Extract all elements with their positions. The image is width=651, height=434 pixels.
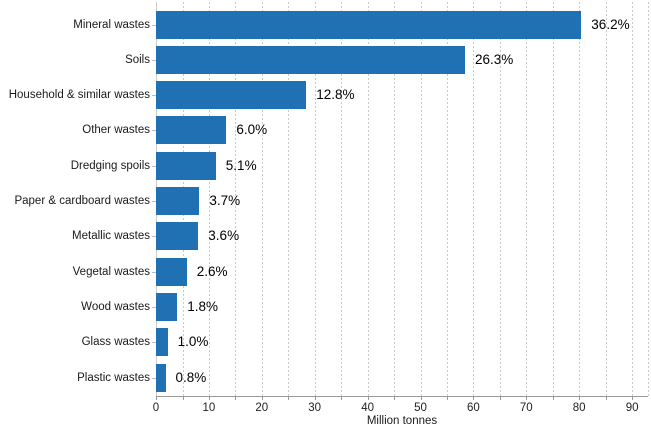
- category-tick: [152, 306, 156, 308]
- bar-value-label: 1.0%: [177, 334, 209, 350]
- bar-plastic-wastes: [156, 363, 166, 392]
- x-tick-label: 20: [255, 402, 269, 414]
- bar-value-label: 12.8%: [316, 87, 355, 103]
- gridline: [208, 2, 210, 396]
- bar-household-similar-wastes: [156, 81, 307, 110]
- axis-tick: [394, 397, 396, 400]
- category-tick: [152, 271, 156, 273]
- x-tick-label: 30: [308, 402, 322, 414]
- category-label: Household & similar wastes: [8, 89, 150, 102]
- x-tick-label: 80: [572, 402, 586, 414]
- gridline: [526, 2, 528, 396]
- category-tick: [152, 130, 156, 132]
- category-label: Wood wastes: [81, 300, 150, 313]
- x-tick-label: 60: [466, 402, 480, 414]
- x-tick-label: 50: [414, 402, 427, 414]
- axis-tick: [288, 397, 290, 400]
- category-label: Other wastes: [82, 124, 150, 137]
- bar-glass-wastes: [156, 328, 168, 357]
- gridline: [579, 2, 581, 396]
- gridline: [632, 2, 634, 396]
- axis-tick: [499, 397, 501, 400]
- x-tick-label: 90: [625, 402, 639, 414]
- gridline: [648, 2, 649, 396]
- bar-value-label: 2.6%: [196, 263, 228, 279]
- axis-tick: [420, 397, 422, 400]
- category-label: Metallic wastes: [72, 230, 150, 243]
- category-label: Vegetal wastes: [72, 265, 150, 278]
- gridline: [473, 2, 475, 396]
- axis-tick: [605, 397, 607, 400]
- x-axis-title: Million tonnes: [366, 415, 438, 427]
- category-tick: [152, 165, 156, 167]
- category-tick: [152, 95, 156, 97]
- axis-tick: [632, 397, 634, 400]
- gridline: [367, 2, 369, 396]
- bar-value-label: 5.1%: [225, 157, 257, 173]
- axis-tick: [314, 397, 316, 400]
- bar-metallic-wastes: [156, 222, 199, 251]
- category-tick: [152, 59, 156, 61]
- category-tick: [152, 24, 156, 26]
- x-tick-label: 10: [202, 402, 216, 414]
- category-label: Paper & cardboard wastes: [14, 195, 150, 207]
- bar-vegetal-wastes: [156, 257, 187, 286]
- category-tick: [152, 342, 156, 344]
- bar-value-label: 6.0%: [236, 122, 268, 138]
- gridline: [261, 2, 263, 396]
- axis-tick: [526, 397, 528, 400]
- category-label: Plastic wastes: [77, 371, 150, 384]
- bar-soils: [156, 45, 465, 74]
- x-tick-label: 0: [152, 402, 160, 414]
- bar-paper-cardboard-wastes: [156, 187, 200, 215]
- bar-value-label: 36.2%: [591, 16, 630, 32]
- gridline: [314, 2, 316, 396]
- bar-value-label: 3.6%: [208, 228, 240, 244]
- gridline: [420, 2, 422, 396]
- axis-tick: [579, 397, 581, 400]
- category-label: Glass wastes: [81, 336, 150, 349]
- category-tick: [152, 201, 156, 202]
- gridline: [394, 2, 396, 396]
- axis-tick: [235, 397, 237, 400]
- gridline: [288, 2, 290, 396]
- bar-value-label: 0.8%: [175, 369, 207, 385]
- gridline: [499, 2, 501, 396]
- bar-value-label: 3.7%: [209, 193, 241, 208]
- gridline: [235, 2, 237, 396]
- axis-tick: [473, 397, 475, 400]
- bar-wood-wastes: [156, 292, 178, 321]
- x-axis-line: [156, 396, 648, 397]
- axis-tick: [552, 397, 554, 400]
- x-tick-label: 40: [361, 402, 374, 414]
- category-label: Dredging spoils: [70, 159, 150, 172]
- bar-value-label: 26.3%: [475, 51, 514, 67]
- axis-tick: [208, 397, 210, 400]
- bar-value-label: 1.8%: [187, 298, 218, 314]
- axis-tick: [261, 397, 263, 400]
- bar-other-wastes: [156, 116, 227, 145]
- gridline: [447, 2, 448, 396]
- x-tick-label: 70: [519, 402, 533, 414]
- axis-tick: [447, 397, 448, 400]
- bar-dredging-spoils: [156, 151, 216, 180]
- bar-mineral-wastes: [156, 10, 582, 39]
- axis-tick: [156, 397, 157, 400]
- axis-tick: [367, 397, 369, 400]
- category-tick: [152, 377, 156, 379]
- axis-tick: [182, 397, 184, 400]
- gridline: [605, 2, 607, 396]
- category-label: Soils: [125, 53, 150, 66]
- gridline: [552, 2, 554, 396]
- gridline: [341, 2, 343, 396]
- axis-tick: [341, 397, 343, 400]
- category-label: Mineral wastes: [73, 18, 150, 31]
- category-tick: [152, 236, 156, 238]
